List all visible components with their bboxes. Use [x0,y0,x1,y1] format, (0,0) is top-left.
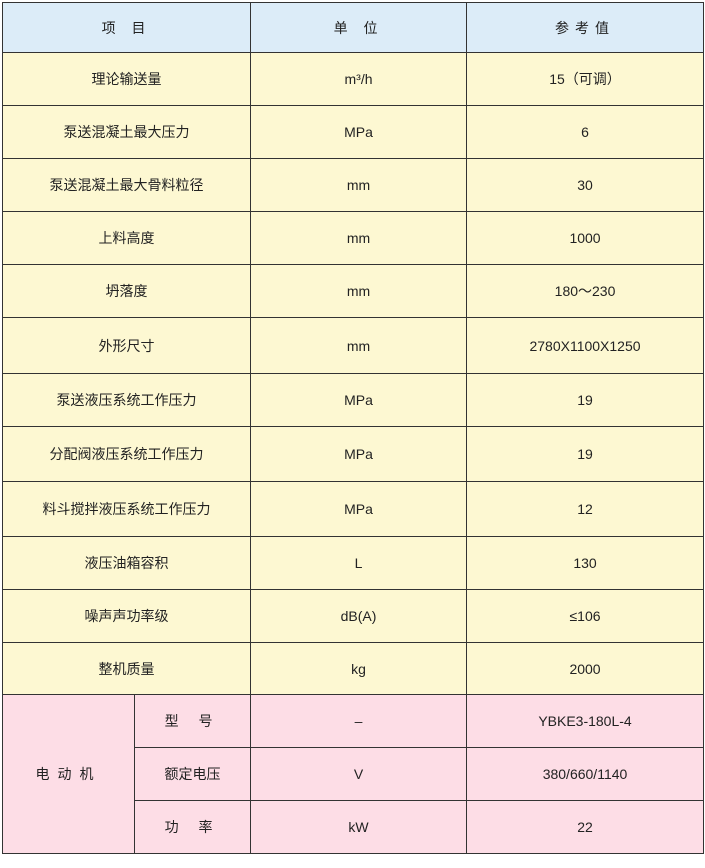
motor-value-cell: 22 [466,800,705,854]
unit-cell: kg [250,642,468,695]
item-cell: 上料高度 [1,211,252,265]
table-row: 上料高度 mm 1000 [1,211,705,265]
value-cell: 15（可调） [466,52,705,106]
item-cell: 理论输送量 [1,52,252,106]
table-row: 整机质量 kg 2000 [1,642,705,695]
value-cell: 130 [466,536,705,590]
item-cell: 泵送混凝土最大压力 [1,105,252,159]
value-cell: 180～230 [466,264,705,318]
header-unit: 单 位 [250,2,468,53]
unit-cell: mm [250,158,468,212]
table-row: 料斗搅拌液压系统工作压力 MPa 12 [1,481,705,537]
value-cell: 12 [466,481,705,537]
motor-value-cell: YBKE3-180L-4 [466,694,705,748]
header-item: 项 目 [1,2,252,53]
item-cell: 坍落度 [1,264,252,318]
unit-cell: MPa [250,481,468,537]
unit-cell: L [250,536,468,590]
motor-item-cell: 型 号 [133,694,252,748]
table-row: 外形尺寸 mm 2780X1100X1250 [1,317,705,374]
motor-row: 额定电压 V 380/660/1140 [3,747,705,801]
value-cell: 2000 [466,642,705,695]
table-row: 理论输送量 m³/h 15（可调） [1,52,705,106]
motor-item-cell: 功 率 [133,800,252,854]
value-cell: 1000 [466,211,705,265]
motor-item-cell: 额定电压 [133,747,252,801]
value-cell: ≤106 [466,589,705,643]
unit-cell: mm [250,317,468,374]
unit-cell: MPa [250,105,468,159]
motor-label: 电动机 [2,694,135,854]
motor-unit-cell: V [250,747,468,801]
unit-cell: mm [250,264,468,318]
motor-row: 功 率 kW 22 [3,800,705,854]
item-cell: 分配阀液压系统工作压力 [1,426,252,482]
unit-cell: MPa [250,426,468,482]
motor-unit-cell: kW [250,800,468,854]
unit-cell: MPa [250,373,468,427]
item-cell: 噪声声功率级 [1,589,252,643]
table-row: 泵送液压系统工作压力 MPa 19 [1,373,705,427]
value-cell: 30 [466,158,705,212]
item-cell: 整机质量 [1,642,252,695]
motor-row: 电动机型 号 – YBKE3-180L-4 [2,694,705,854]
table-row: 液压油箱容积 L 130 [1,536,705,590]
motor-value-cell: 380/660/1140 [466,747,705,801]
item-cell: 泵送液压系统工作压力 [1,373,252,427]
value-cell: 2780X1100X1250 [466,317,705,374]
item-cell: 泵送混凝土最大骨料粒径 [1,158,252,212]
table-row: 分配阀液压系统工作压力 MPa 19 [1,426,705,482]
item-cell: 料斗搅拌液压系统工作压力 [1,481,252,537]
value-cell: 19 [466,373,705,427]
table-row: 噪声声功率级 dB(A) ≤106 [1,589,705,643]
unit-cell: dB(A) [250,589,468,643]
table-row: 坍落度 mm 180～230 [1,264,705,318]
unit-cell: m³/h [250,52,468,106]
motor-unit-cell: – [250,694,468,748]
header-row: 项 目 单 位 参考值 [1,2,705,53]
value-cell: 6 [466,105,705,159]
value-cell: 19 [466,426,705,482]
table-row: 泵送混凝土最大压力 MPa 6 [1,105,705,159]
table-row: 泵送混凝土最大骨料粒径 mm 30 [1,158,705,212]
item-cell: 外形尺寸 [1,317,252,374]
unit-cell: mm [250,211,468,265]
item-cell: 液压油箱容积 [1,536,252,590]
header-value: 参考值 [466,2,705,53]
